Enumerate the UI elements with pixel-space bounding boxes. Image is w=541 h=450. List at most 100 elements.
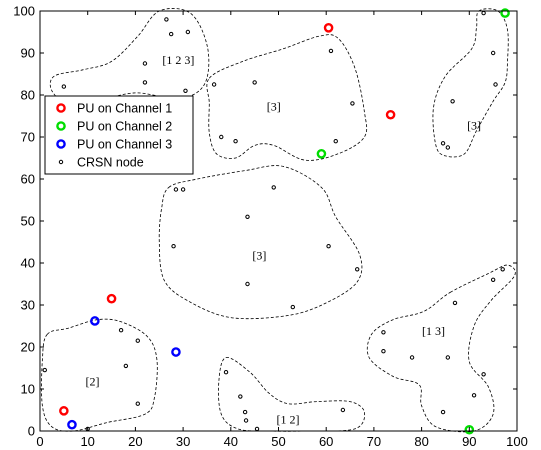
crsn-node-point [500, 267, 505, 272]
axis-ticks: 0 10 20 30 40 50 60 70 80 90 100 0 10 20 30 40 50 60 70 80 9… [13, 4, 528, 450]
crsn-node-point [123, 363, 129, 369]
x-tick-label: 10 [80, 434, 94, 449]
plot-frame [39, 10, 518, 432]
legend: PU on Channel 1 PU on Channel 2 PU on Chan… [44, 95, 194, 175]
legend-label: PU on Channel 2 [77, 120, 172, 134]
crsn-node-point [333, 139, 338, 144]
crsn-node-point [245, 214, 250, 220]
pu-point [106, 293, 117, 304]
cluster-regions [41, 8, 516, 433]
crsn-node-point [211, 82, 217, 87]
crsn-node-point [450, 99, 455, 104]
crsn-node-point [445, 355, 451, 360]
crsn-node-point [481, 10, 486, 16]
crsn-node-point [171, 244, 176, 249]
cluster-region [158, 165, 363, 320]
x-tick-label: 20 [128, 434, 142, 449]
crsn-node-point [350, 101, 355, 106]
cluster-label: [3] [267, 99, 281, 113]
data-points [42, 8, 510, 435]
crsn-node-point [142, 80, 148, 85]
crsn-node-point [243, 418, 249, 423]
y-tick-label: 0 [28, 424, 35, 439]
crsn-node-point [219, 134, 224, 140]
crsn-node-point [440, 409, 446, 415]
legend-label: CRSN node [77, 156, 144, 170]
crsn-node-point [223, 370, 229, 375]
crsn-node-point [135, 401, 140, 406]
crsn-node-point [242, 409, 248, 415]
crsn-node-point [245, 281, 250, 287]
cluster-label: [1 2] [277, 412, 300, 426]
cluster-region [366, 264, 516, 433]
cluster-region [432, 8, 509, 158]
crsn-node-point [61, 84, 67, 89]
x-tick-label: 50 [271, 434, 285, 449]
crsn-node-point [238, 394, 243, 399]
x-tick-label: 80 [414, 434, 428, 449]
crsn-node-point [452, 300, 458, 306]
pu-point [316, 148, 327, 159]
crsn-node-point [440, 141, 446, 146]
cluster-label: [1 2 3] [162, 53, 194, 67]
crsn-node-point [409, 355, 415, 360]
y-tick-label: 10 [21, 382, 35, 397]
cluster-label: [1 3] [422, 324, 445, 338]
crsn-node-point [118, 328, 124, 333]
crsn-node-point [271, 185, 276, 190]
legend-marker [56, 139, 66, 149]
legend-marker [56, 121, 66, 131]
crsn-node-point [254, 426, 260, 432]
crsn-node-point [471, 393, 477, 398]
cluster-labels: [1 2 3] [3] [3] [3] [1 3] [2] [1 2] [85, 53, 481, 426]
x-tick-label: 60 [319, 434, 333, 449]
crsn-node-point [183, 88, 188, 94]
x-tick-label: 90 [462, 434, 476, 449]
y-tick-label: 30 [21, 298, 35, 313]
crsn-node-point [490, 277, 496, 282]
x-tick-label: 70 [367, 434, 381, 449]
crsn-node-point [490, 50, 496, 56]
crsn-node-point [326, 244, 331, 249]
x-tick-label: 40 [224, 434, 238, 449]
legend-marker [56, 103, 66, 113]
y-tick-label: 50 [21, 214, 35, 229]
crsn-node-point [233, 139, 238, 144]
crsn-node-point [493, 82, 498, 87]
cluster-region [41, 318, 158, 432]
x-tick-label: 100 [506, 434, 528, 449]
crsn-node-point [168, 31, 174, 37]
pu-point [323, 22, 334, 33]
y-tick-label: 90 [21, 46, 35, 61]
legend-box [44, 95, 194, 175]
crsn-node-point [340, 407, 346, 413]
crsn-node-point [135, 338, 140, 343]
crsn-node-point [252, 80, 257, 85]
pu-point [385, 109, 396, 120]
legend-label: PU on Channel 3 [77, 138, 172, 152]
crsn-node-point [290, 304, 296, 310]
cluster-label: [3] [467, 118, 481, 132]
cluster-label: [2] [85, 374, 99, 388]
pu-point [90, 316, 100, 326]
y-tick-label: 80 [21, 88, 35, 103]
crsn-node-point [355, 267, 360, 272]
pu-point [464, 424, 475, 435]
y-tick-label: 60 [21, 172, 35, 187]
cluster-label: [3] [252, 248, 266, 262]
crsn-node-point [142, 61, 148, 66]
y-tick-label: 100 [13, 4, 35, 19]
crsn-node-point [381, 330, 386, 335]
cluster-region [206, 34, 368, 161]
pu-point [171, 347, 181, 357]
y-tick-label: 70 [21, 130, 35, 145]
pu-point [67, 419, 77, 430]
crsn-node-point [481, 372, 486, 377]
x-tick-label: 0 [36, 434, 43, 449]
legend-marker [58, 159, 64, 165]
pu-point [59, 406, 69, 416]
cluster-region [49, 8, 210, 105]
crsn-node-point [328, 48, 334, 54]
crsn-node-point [164, 17, 169, 22]
